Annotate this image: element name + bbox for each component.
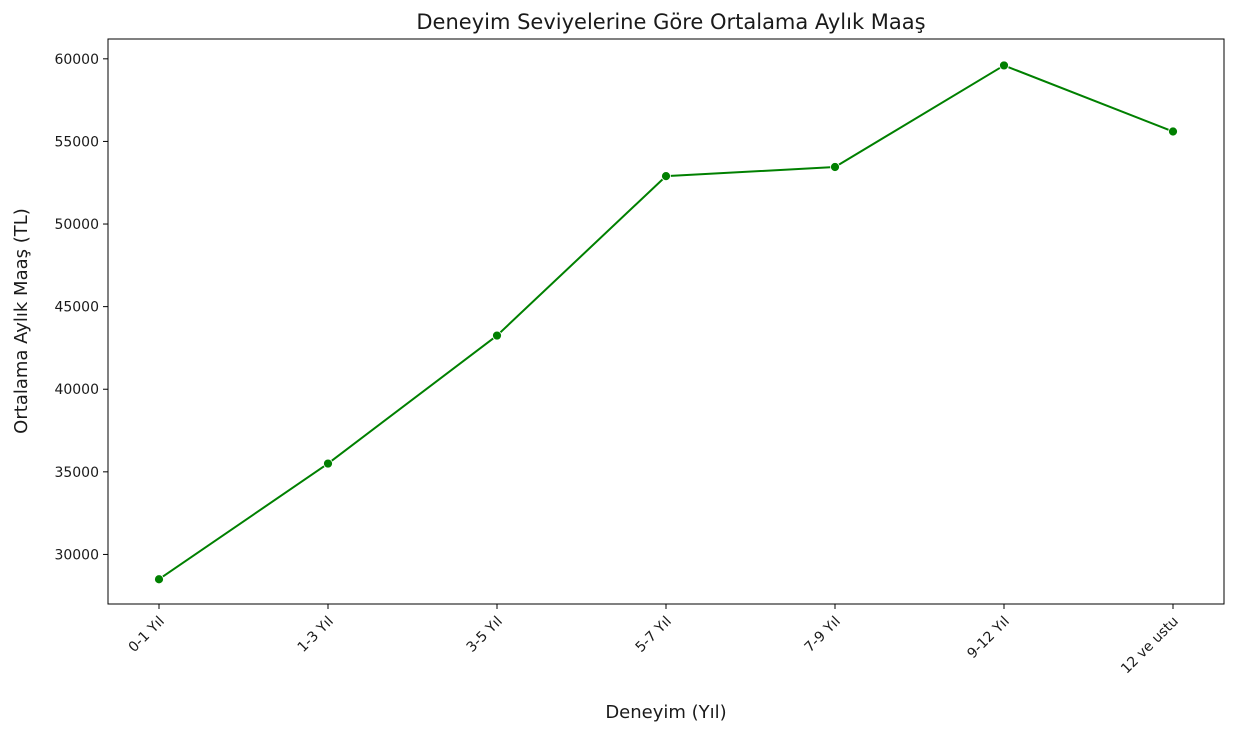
x-tick-label: 0-1 Yıl <box>126 614 168 656</box>
y-tick-label: 35000 <box>54 465 99 481</box>
data-point <box>999 60 1009 71</box>
x-tick-label: 3-5 Yıl <box>464 614 506 656</box>
series-line <box>158 64 1174 581</box>
x-tick-label: 9-12 Yıl <box>964 614 1012 662</box>
x-tick-label: 7-9 Yıl <box>802 614 844 656</box>
chart-title: Deneyim Seviyelerine Göre Ortalama Aylık… <box>416 10 925 34</box>
data-point <box>1168 126 1178 137</box>
plot-area <box>107 38 1225 605</box>
x-tick-label: 5-7 Yıl <box>633 614 675 656</box>
data-point <box>661 171 671 182</box>
y-tick-label: 30000 <box>54 547 99 563</box>
data-point <box>154 574 164 585</box>
series-layer <box>154 60 1178 585</box>
x-axis: 0-1 Yıl 1-3 Yıl 3-5 Yıl 5-7 Yıl 7-9 Yıl 9-12 … <box>126 604 1182 677</box>
data-point <box>323 458 333 469</box>
y-tick-label: 55000 <box>54 134 99 150</box>
x-axis-label: Deneyim (Yıl) <box>605 702 726 723</box>
y-tick-label: 45000 <box>54 300 99 316</box>
data-point <box>830 162 840 172</box>
y-tick-label: 40000 <box>54 382 99 398</box>
x-tick-label: 1-3 Yıl <box>295 614 337 656</box>
y-tick-label: 60000 <box>54 52 99 68</box>
data-point <box>492 330 502 341</box>
x-tick-label: 12 ve ustu <box>1118 614 1182 678</box>
y-tick-label: 50000 <box>54 217 99 233</box>
y-axis: 30000 35000 40000 45000 50000 55000 60000 <box>54 52 108 563</box>
y-axis-label: Ortalama Aylık Maaş (TL) <box>11 208 32 434</box>
